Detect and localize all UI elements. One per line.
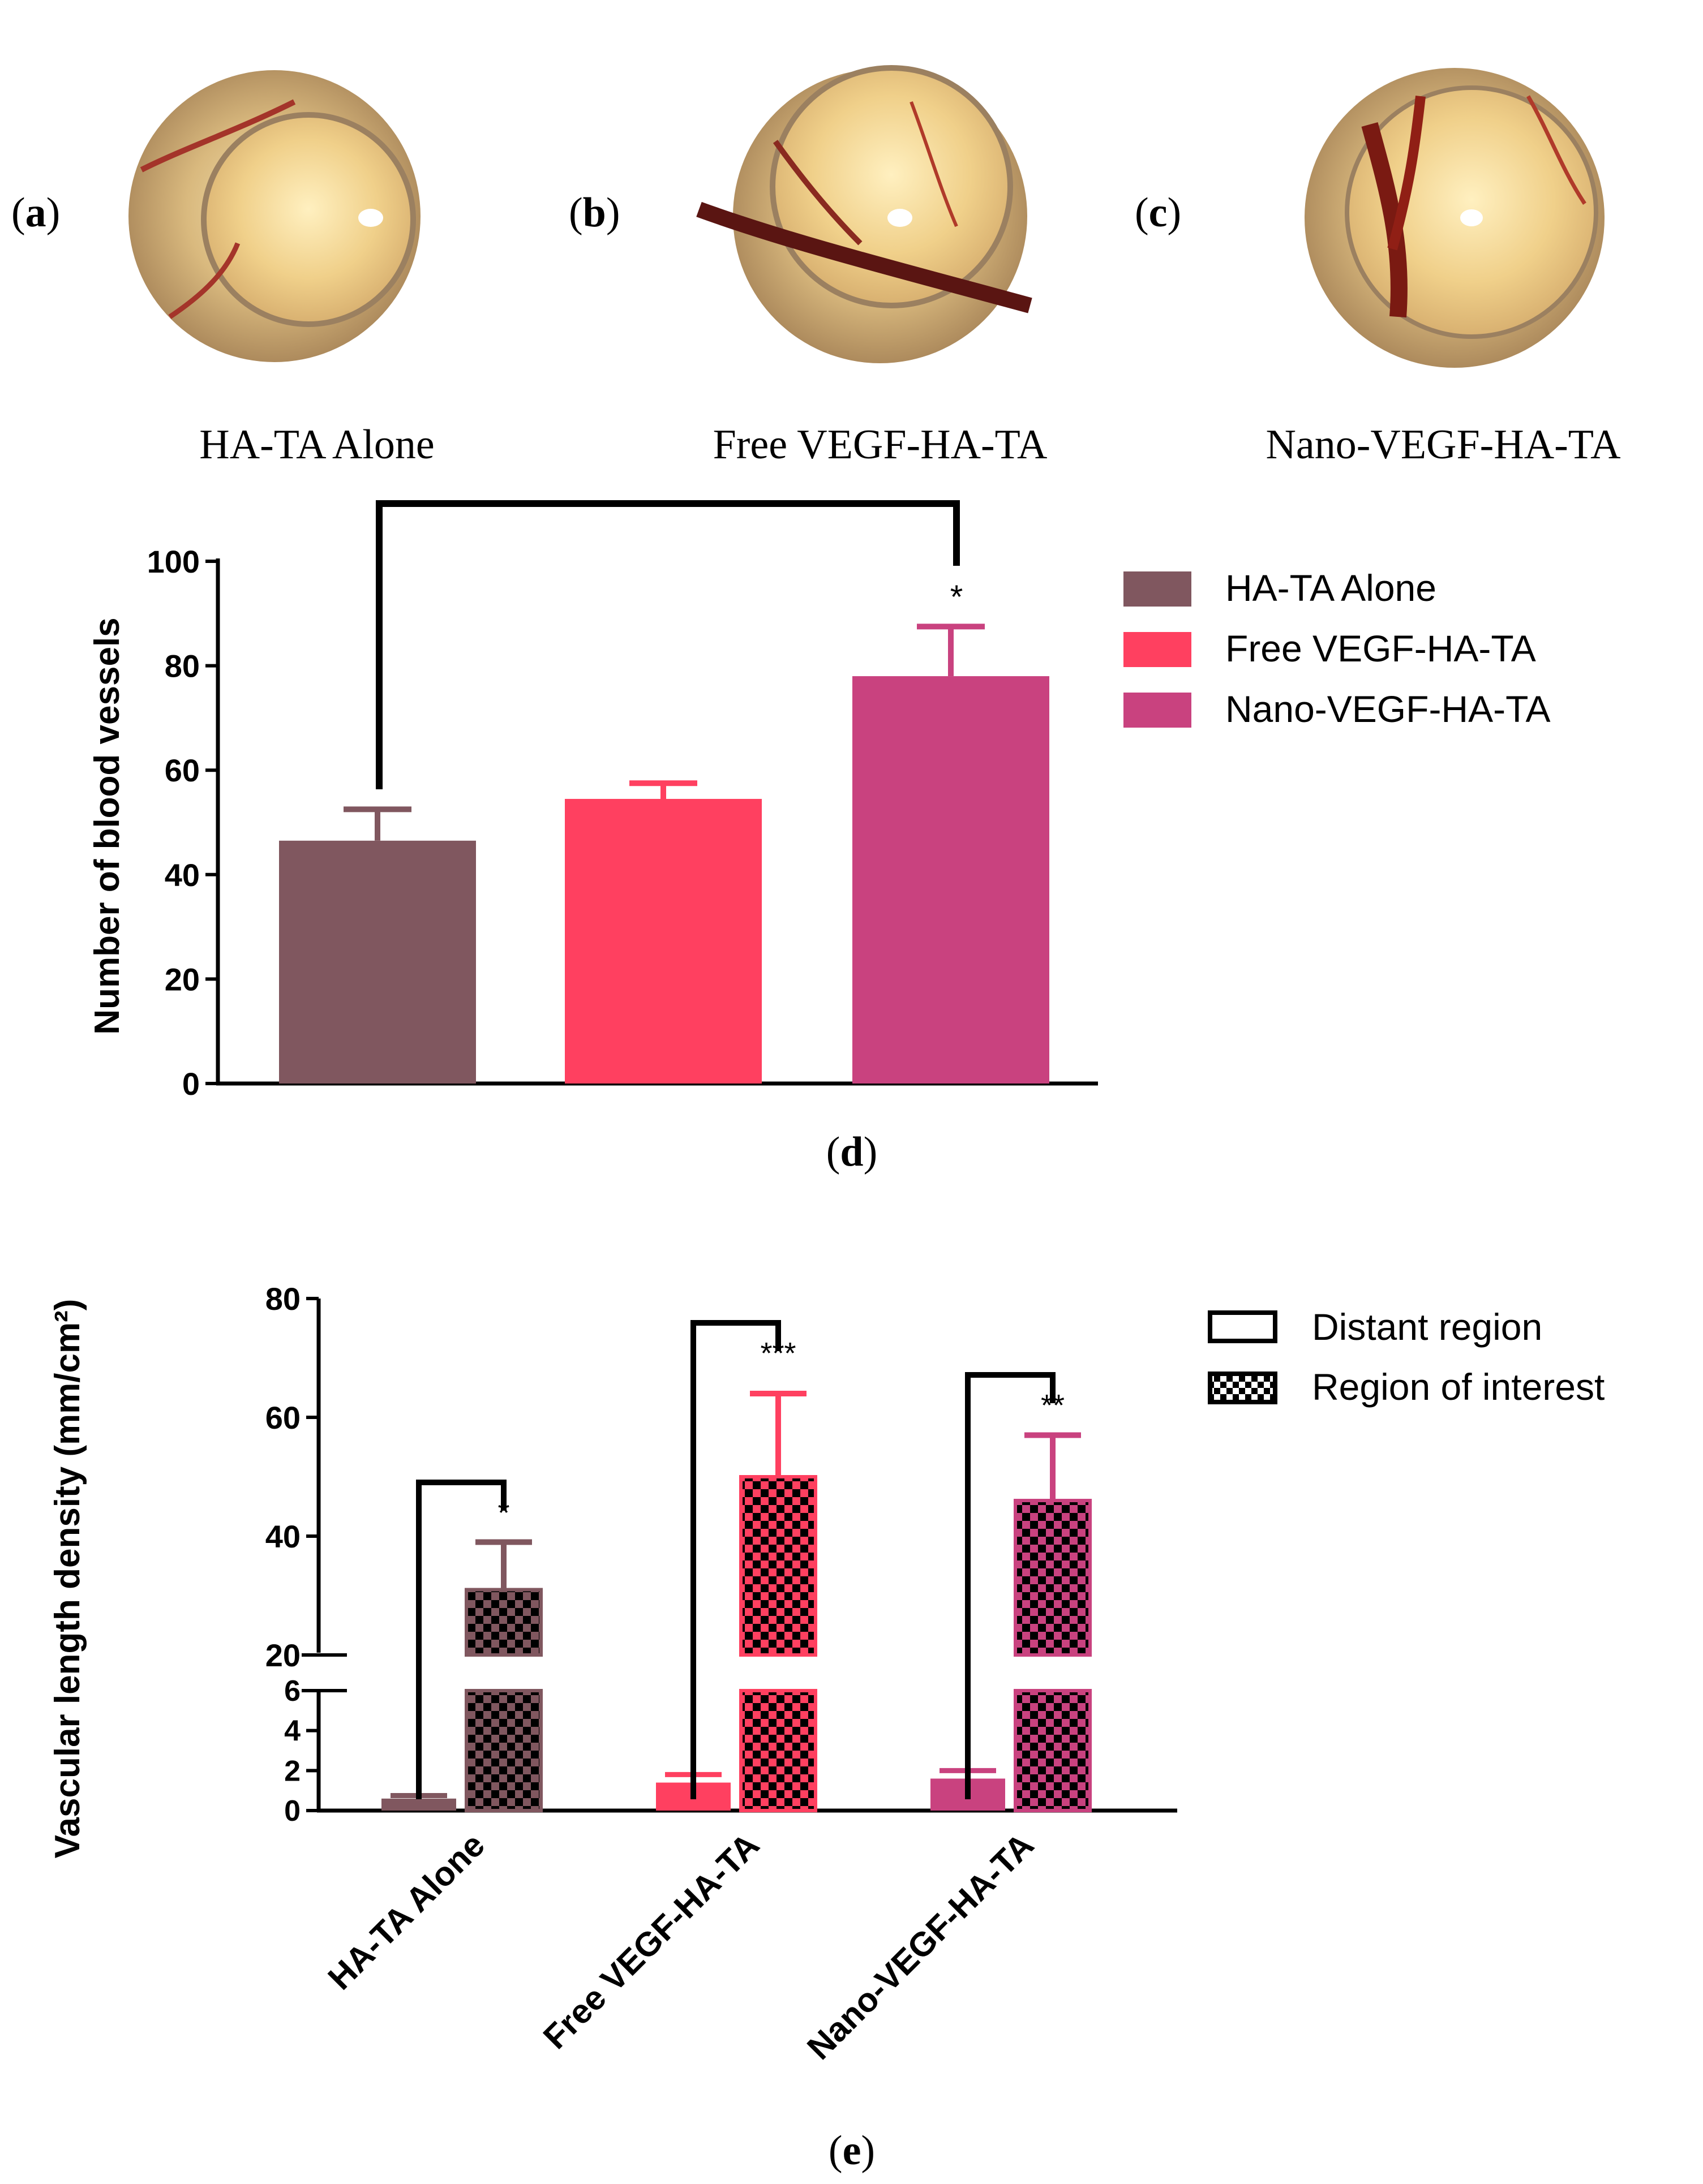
photo-caption-b: Free VEGF-HA-TA xyxy=(713,422,1048,468)
panel-tag-a: a xyxy=(25,190,46,236)
legend-label: Distant region xyxy=(1312,1306,1542,1348)
significance-bracket xyxy=(416,1480,507,1799)
photo-panel-c xyxy=(1305,68,1605,368)
panel-tag-d: d xyxy=(840,1129,863,1175)
x-tick-label: HA-TA Alone xyxy=(321,1826,492,1997)
svg-text:(c): (c) xyxy=(1135,190,1181,236)
legend-swatch-3 xyxy=(1123,693,1191,728)
bar-roi-lower-1 xyxy=(465,1689,543,1812)
x-tick-label: Nano-VEGF-HA-TA xyxy=(800,1826,1041,2067)
bar-1 xyxy=(279,840,476,1084)
bar-2 xyxy=(565,798,762,1084)
y-axis-label: Vascular length density (mm/cm²) xyxy=(48,1299,87,1859)
bar-roi-upper-3 xyxy=(1014,1499,1092,1657)
y-tick-label: 20 xyxy=(265,1637,301,1673)
y-tick-label: 0 xyxy=(182,1066,200,1102)
panel-tag-c: c xyxy=(1149,190,1168,236)
svg-text:(b): (b) xyxy=(569,190,620,236)
svg-text:(e): (e) xyxy=(829,2127,875,2174)
y-tick-label: 2 xyxy=(284,1755,301,1787)
y-tick-label: 6 xyxy=(284,1675,301,1708)
legend-label: Free VEGF-HA-TA xyxy=(1225,627,1536,669)
bar-roi-lower-2 xyxy=(739,1689,817,1812)
bar-distant-1 xyxy=(381,1798,456,1811)
legend-label: Nano-VEGF-HA-TA xyxy=(1225,688,1551,730)
legend-swatch-1 xyxy=(1123,571,1191,607)
bar-roi-upper-1 xyxy=(465,1588,543,1657)
y-tick-label: 80 xyxy=(165,648,200,684)
x-tick-label: Free VEGF-HA-TA xyxy=(536,1826,766,2056)
bar-3 xyxy=(852,676,1049,1084)
chart-e: 20 40 60 80 0 2 4 6 Vascular length density (mm/… xyxy=(48,1281,1605,2067)
photo-caption-c: Nano-VEGF-HA-TA xyxy=(1266,422,1620,468)
significance-label: * xyxy=(497,1496,509,1530)
bar-roi-upper-2 xyxy=(739,1475,817,1657)
legend-swatch-roi xyxy=(1208,1372,1277,1404)
y-tick-label: 80 xyxy=(265,1281,301,1317)
y-tick-label: 40 xyxy=(165,857,200,893)
photo-panel-a xyxy=(128,70,421,362)
y-axis-label: Number of blood vessels xyxy=(88,617,127,1034)
chart-d: 0 20 40 60 80 100 Number of blood vessels * HA-T… xyxy=(88,500,1551,1102)
y-tick-label: 40 xyxy=(265,1519,301,1554)
significance-label: *** xyxy=(760,1336,796,1370)
significance-bracket xyxy=(376,500,960,789)
bar-roi-lower-3 xyxy=(1014,1689,1092,1812)
y-tick-label: 100 xyxy=(147,544,200,579)
svg-text:(a): (a) xyxy=(11,190,60,236)
legend-swatch-2 xyxy=(1123,632,1191,667)
significance-bracket xyxy=(965,1372,1056,1799)
y-tick-label: 60 xyxy=(265,1400,301,1435)
significance-label: ** xyxy=(1041,1388,1065,1422)
photo-panel-b xyxy=(696,65,1032,363)
y-tick-label: 60 xyxy=(165,753,200,788)
photo-caption-a: HA-TA Alone xyxy=(199,422,434,468)
legend-label: HA-TA Alone xyxy=(1225,567,1436,609)
legend-label: Region of interest xyxy=(1312,1366,1605,1408)
y-tick-label: 4 xyxy=(284,1715,301,1748)
panel-tag-e: e xyxy=(843,2127,861,2174)
panel-tag-b: b xyxy=(583,190,606,236)
svg-text:(d): (d) xyxy=(826,1129,877,1175)
legend-swatch-distant xyxy=(1208,1310,1277,1343)
significance-bracket xyxy=(690,1320,781,1799)
y-tick-label: 0 xyxy=(284,1795,301,1828)
y-tick-label: 20 xyxy=(165,961,200,997)
significance-label: * xyxy=(950,579,963,616)
